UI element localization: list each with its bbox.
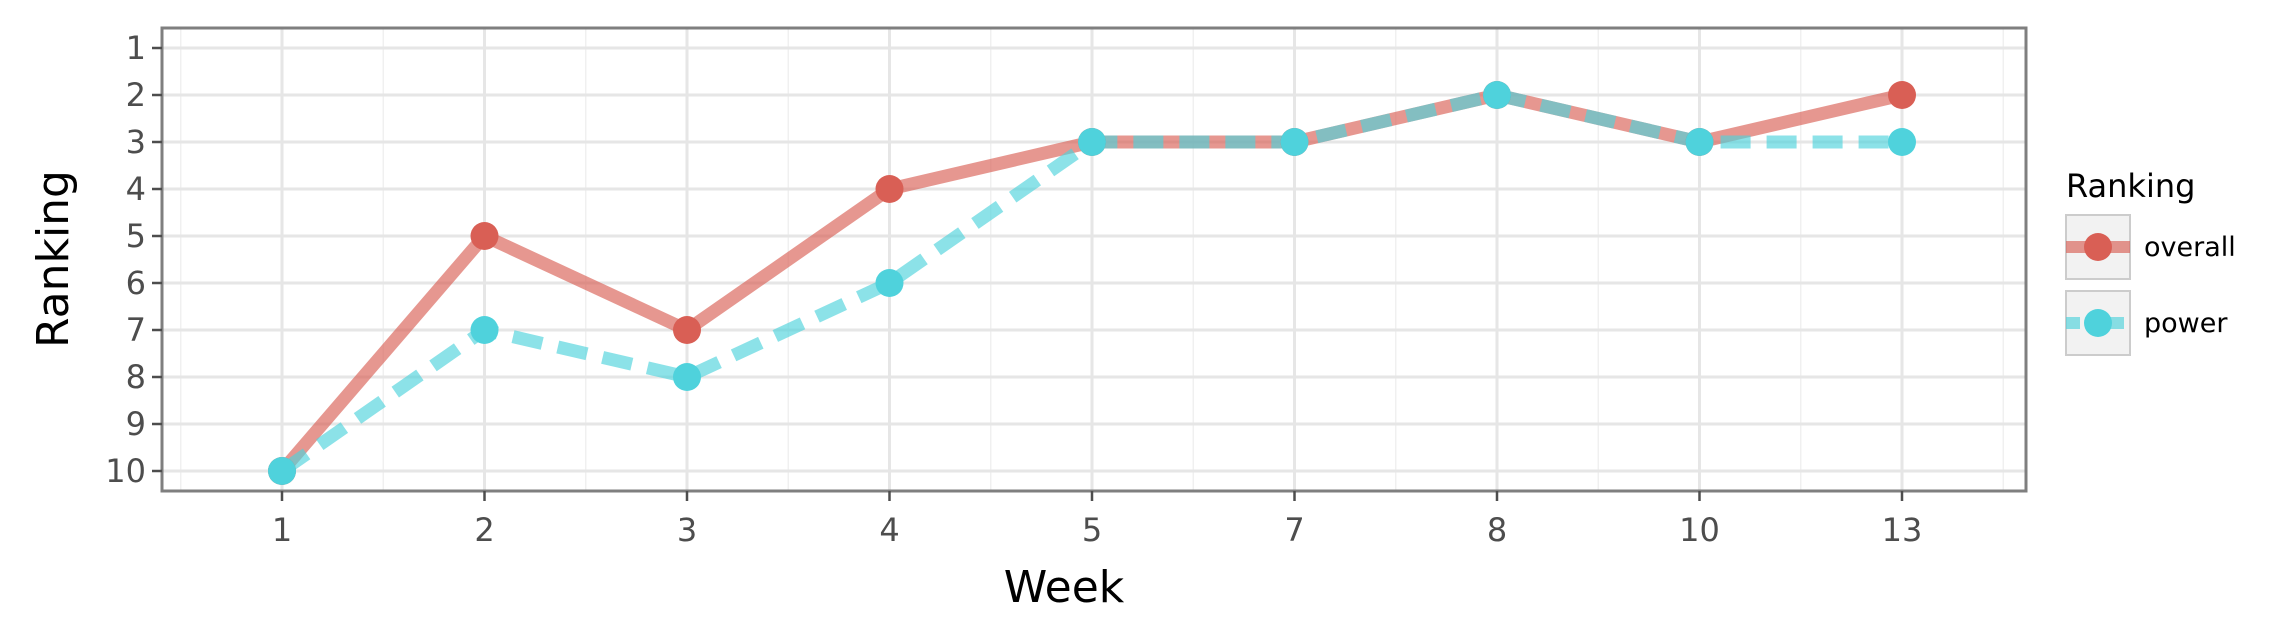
x-tick-label: 4 bbox=[879, 511, 899, 549]
x-tick-label: 8 bbox=[1487, 511, 1507, 549]
data-point-power bbox=[1483, 81, 1511, 109]
data-point-overall bbox=[673, 316, 701, 344]
x-tick-label: 2 bbox=[474, 511, 494, 549]
x-axis-title: Week bbox=[1004, 562, 1125, 613]
x-tick-label: 7 bbox=[1284, 511, 1304, 549]
data-point-power bbox=[1280, 128, 1309, 156]
y-tick-label: 10 bbox=[105, 452, 146, 490]
y-tick-label: 9 bbox=[126, 405, 146, 443]
legend-label: overall bbox=[2144, 232, 2236, 263]
data-point-overall bbox=[470, 222, 499, 250]
legend-item-power: power bbox=[2065, 290, 2228, 356]
y-tick-label: 1 bbox=[126, 29, 146, 67]
legend: Ranking overall power bbox=[2065, 167, 2236, 356]
data-point-power bbox=[875, 269, 904, 297]
y-tick-label: 5 bbox=[126, 217, 146, 255]
y-tick-label: 7 bbox=[126, 311, 146, 349]
x-tick-label: 1 bbox=[272, 511, 292, 549]
y-tick-label: 2 bbox=[126, 76, 146, 114]
data-point-power bbox=[1078, 128, 1106, 156]
data-point-power bbox=[1888, 128, 1916, 156]
legend-label: power bbox=[2144, 308, 2228, 339]
x-tick-label: 13 bbox=[1882, 511, 1923, 549]
x-tick-label: 3 bbox=[677, 511, 697, 549]
legend-key-point bbox=[2084, 309, 2112, 337]
data-point-power bbox=[470, 316, 499, 344]
data-point-overall bbox=[875, 175, 904, 203]
data-point-power bbox=[1685, 128, 1714, 156]
y-tick-label: 3 bbox=[126, 123, 146, 161]
plot-border bbox=[160, 26, 2028, 493]
x-tick-label: 5 bbox=[1082, 511, 1102, 549]
y-tick-label: 4 bbox=[126, 170, 146, 208]
y-tick-label: 8 bbox=[126, 358, 146, 396]
series-layer bbox=[268, 81, 1916, 485]
data-point-overall bbox=[1888, 81, 1916, 109]
y-tick-label: 6 bbox=[126, 264, 146, 302]
legend-item-overall: overall bbox=[2065, 214, 2236, 280]
legend-title: Ranking bbox=[2066, 167, 2195, 205]
data-point-power bbox=[673, 363, 701, 391]
plot-panel bbox=[162, 28, 2026, 491]
x-tick-label: 10 bbox=[1679, 511, 1720, 549]
axis-layer: 1 2 3 4 5 7 8 10 13 1 2 3 4 5 6 7 8 9 10 bbox=[105, 29, 1922, 549]
y-axis-title: Ranking bbox=[28, 170, 79, 348]
legend-key-point bbox=[2084, 233, 2112, 261]
data-point-power bbox=[268, 457, 296, 485]
